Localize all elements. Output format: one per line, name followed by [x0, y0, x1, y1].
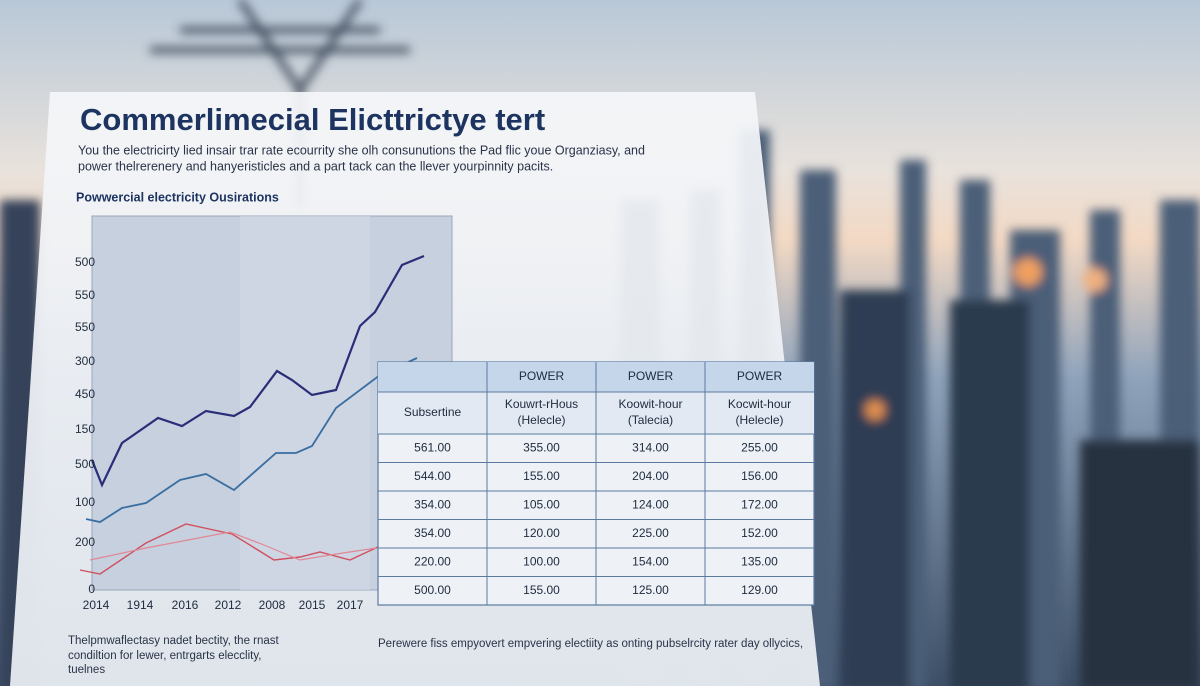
table-cell: 544.00 [414, 469, 451, 483]
x-axis-label: 2012 [215, 598, 242, 612]
table-cell: 172.00 [741, 497, 778, 511]
table-cell: 105.00 [523, 497, 560, 511]
table-cell: 125.00 [632, 583, 669, 597]
table-cell: 220.00 [414, 554, 451, 568]
intro-line: You the electricirty lied insair trar ra… [78, 143, 645, 157]
table-cell: 129.00 [741, 583, 778, 597]
table-cell: 355.00 [523, 440, 560, 454]
y-axis-label: 200 [75, 535, 95, 549]
footnote-line: condiltion for lewer, entrgarts elecclit… [68, 650, 261, 662]
y-axis-label: 500 [75, 457, 95, 471]
power-tower [150, 0, 410, 210]
x-axis-label: 1914 [127, 598, 154, 612]
data-table: POWER POWER POWER Subsertine Kouwrt-rHous (He… [377, 361, 815, 606]
table-cell: 100.00 [523, 554, 560, 568]
footnote-line: tuelnes [68, 664, 105, 676]
y-axis-label: 500 [75, 255, 95, 269]
x-axis-label: 2008 [259, 598, 286, 612]
y-axis-label: 150 [75, 422, 95, 436]
table-cell: 135.00 [741, 554, 778, 568]
footnote-line: Thelpmwaflectasy nadet bectity, the rnas… [68, 635, 280, 647]
table-cell: 500.00 [414, 583, 451, 597]
table-cell: 120.00 [523, 526, 560, 540]
chart-line [85, 357, 418, 523]
footnote-line: Perewere fiss empyovert empvering electi… [378, 638, 803, 650]
x-axis-label: 2017 [337, 598, 364, 612]
table-cell: 561.00 [414, 440, 451, 454]
chart-line [90, 254, 425, 488]
table-column-header: (Helecle) [735, 413, 783, 427]
chart-line [89, 531, 377, 561]
chart-band [240, 216, 370, 590]
y-axis-label: 0 [88, 582, 95, 596]
table-cell: 225.00 [632, 526, 669, 540]
table-cell: 204.00 [632, 469, 669, 483]
table-group-header: POWER [519, 369, 565, 383]
y-axis-label: 550 [75, 320, 95, 334]
y-axis: 500 550 550 300 450 150 500 100 200 0 [75, 255, 95, 596]
table-column-header: (Helecle) [517, 413, 565, 427]
table-group-header: POWER [737, 369, 783, 383]
x-axis-label: 2014 [83, 598, 110, 612]
table-cell: 124.00 [632, 497, 669, 511]
table-cell: 152.00 [741, 526, 778, 540]
table-cell: 255.00 [741, 440, 778, 454]
table-column-header: Subsertine [404, 405, 462, 419]
y-axis-label: 550 [75, 288, 95, 302]
table-column-header: Kouwrt-rHous [505, 397, 578, 411]
table-column-header: Koowit-hour [618, 397, 682, 411]
y-axis-label: 300 [75, 354, 95, 368]
x-axis-label: 2016 [172, 598, 199, 612]
table-cell: 156.00 [741, 469, 778, 483]
chart-heading: Powwercial electricity Ousirations [76, 190, 279, 204]
table-column-header: (Talecia) [628, 413, 673, 427]
table-column-header: Kocwit-hour [728, 397, 791, 411]
y-axis-label: 100 [75, 495, 95, 509]
table-cell: 354.00 [414, 526, 451, 540]
table-group-header: POWER [628, 369, 674, 383]
chart-line [79, 523, 381, 575]
table-cell: 154.00 [632, 554, 669, 568]
x-axis-label: 2015 [299, 598, 326, 612]
title: Commerlimecial Elicttrictye tert [80, 102, 545, 137]
table-cell: 354.00 [414, 497, 451, 511]
x-axis: 2014 1914 2016 2012 2008 2015 2017 [83, 598, 364, 612]
table-cell: 155.00 [523, 469, 560, 483]
table-cell: 314.00 [632, 440, 669, 454]
y-axis-label: 450 [75, 387, 95, 401]
intro-line: power thelrerenery and hanyeristicles an… [78, 159, 553, 173]
table-cell: 155.00 [523, 583, 560, 597]
